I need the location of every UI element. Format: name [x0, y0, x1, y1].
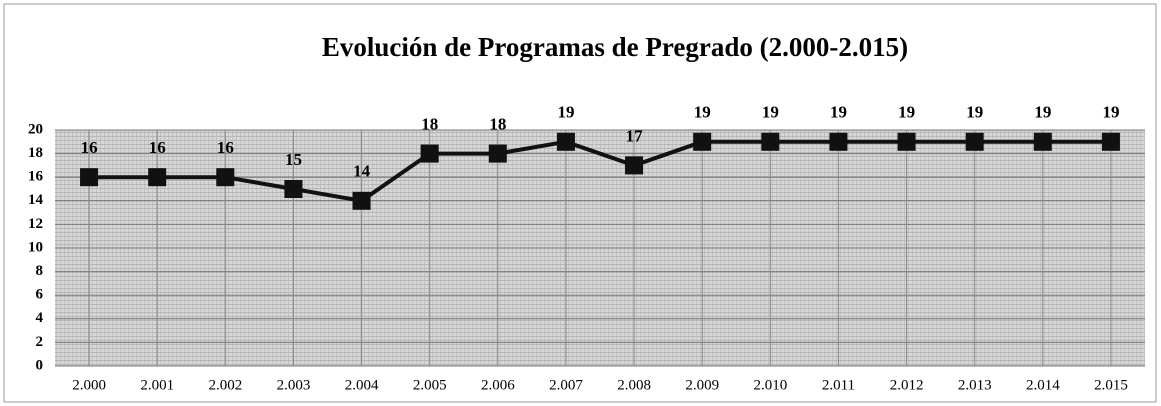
- y-tick-label: 8: [36, 263, 44, 279]
- x-tick-label: 2.004: [345, 377, 379, 393]
- data-label: 17: [626, 126, 644, 145]
- y-tick-label: 12: [28, 216, 43, 232]
- x-tick-label: 2.005: [413, 377, 447, 393]
- x-tick-label: 2.003: [277, 377, 311, 393]
- y-tick-label: 16: [28, 169, 44, 185]
- x-tick-label: 2.010: [753, 377, 787, 393]
- x-tick-label: 2.007: [549, 377, 583, 393]
- marker: [761, 132, 780, 151]
- data-label: 19: [830, 103, 847, 122]
- x-tick-label: 2.009: [685, 377, 719, 393]
- marker: [488, 144, 507, 163]
- marker: [1033, 132, 1052, 151]
- marker: [1101, 132, 1120, 151]
- data-label: 16: [81, 138, 98, 157]
- marker: [420, 144, 439, 163]
- y-tick-label: 10: [28, 239, 43, 255]
- marker: [829, 132, 848, 151]
- x-tick-label: 2.013: [958, 377, 992, 393]
- data-label: 15: [285, 150, 302, 169]
- series-line: [89, 139, 1111, 203]
- data-label: 19: [557, 103, 574, 122]
- x-tick-label: 2.014: [1026, 377, 1060, 393]
- data-label: 18: [421, 115, 438, 134]
- marker: [625, 156, 644, 175]
- x-tick-label: 2.008: [617, 377, 651, 393]
- data-label: 19: [966, 103, 983, 122]
- y-tick-label: 2: [36, 334, 44, 350]
- data-label: 19: [1034, 103, 1051, 122]
- data-label: 18: [489, 115, 506, 134]
- data-label: 16: [217, 138, 234, 157]
- y-tick-label: 0: [36, 357, 44, 373]
- data-label: 19: [694, 103, 711, 122]
- y-tick-label: 18: [28, 145, 43, 161]
- data-label: 19: [898, 103, 915, 122]
- marker: [352, 191, 371, 210]
- x-tick-label: 2.001: [140, 377, 174, 393]
- marker: [693, 132, 712, 151]
- chart-title: Evolución de Programas de Pregrado (2.00…: [322, 32, 908, 62]
- x-tick-label: 2.006: [481, 377, 515, 393]
- marker: [284, 180, 303, 198]
- marker: [556, 132, 575, 151]
- marker: [897, 132, 916, 151]
- data-label: 16: [149, 138, 166, 157]
- y-tick-label: 6: [36, 287, 44, 303]
- marker: [148, 168, 167, 187]
- y-tick-label: 4: [36, 310, 44, 326]
- marker: [216, 168, 235, 187]
- data-label: 14: [353, 162, 371, 181]
- marker: [965, 132, 984, 151]
- y-tick-label: 20: [28, 121, 43, 137]
- data-label: 19: [1102, 103, 1119, 122]
- x-tick-label: 2.011: [822, 377, 855, 393]
- data-label: 19: [762, 103, 779, 122]
- marker: [80, 168, 99, 187]
- x-tick-label: 2.002: [208, 377, 242, 393]
- x-tick-label: 2.012: [890, 377, 924, 393]
- x-tick-label: 2.000: [72, 377, 106, 393]
- x-tick-label: 2.015: [1094, 377, 1128, 393]
- y-tick-label: 14: [28, 192, 44, 208]
